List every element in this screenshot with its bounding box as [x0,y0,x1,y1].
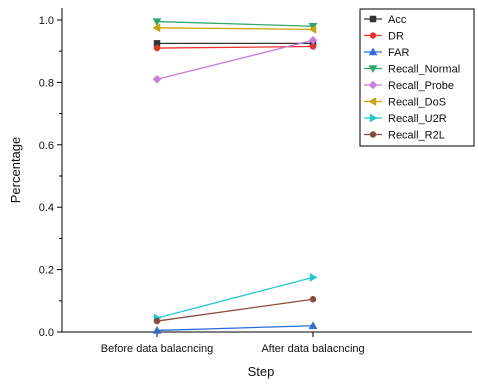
legend-item: FAR [364,47,409,59]
series-dr [153,43,317,52]
series-layer [152,18,318,334]
data-point [308,321,318,330]
series-recall-r2l [153,295,317,325]
y-tick-label: 1.0 [39,15,54,27]
series-recall-probe [152,35,318,84]
data-point [152,18,162,27]
legend: Acc DR FAR Recall_Normal Recall_Probe Recall_… [359,8,475,147]
legend-label: Recall_Probe [388,80,454,92]
series-line [156,276,314,319]
legend-item: Recall_Probe [364,80,454,92]
series-line [156,20,314,27]
legend-item: Recall_R2L [364,130,445,142]
data-point [309,295,317,303]
legend-item: Recall_DoS [364,97,446,109]
y-tick-label: 0.0 [39,327,54,339]
y-tick-label: 0.8 [39,77,54,89]
y-tick-label: 0.4 [39,202,54,214]
data-point [309,272,318,282]
legend-marker [368,80,378,90]
legend-marker [369,32,377,39]
axes [61,8,472,333]
x-tick-label: After data balacncing [261,343,364,355]
series-line [156,27,314,31]
legend-item: Recall_Normal [364,64,460,76]
y-ticks: 0.0 0.2 0.4 0.6 0.8 1.0 [39,15,62,339]
legend-label: Recall_U2R [388,113,447,125]
data-point [153,44,161,52]
legend-label: Recall_DoS [388,97,446,109]
legend-marker [368,47,378,56]
data-point [308,24,317,34]
data-point [152,325,162,334]
series-far [152,321,318,334]
series-recall-dos [152,23,317,34]
series-line [156,325,314,332]
legend-marker [369,131,377,138]
legend-label: Acc [388,14,407,26]
x-ticks: Before data balacncing After data balacnc… [101,332,365,355]
legend-label: Recall_Normal [388,64,460,76]
legend-item: Recall_U2R [364,113,447,125]
data-point [153,317,161,325]
series-line [156,39,314,80]
legend-marker [369,113,378,123]
data-point [308,35,318,45]
series-recall-u2r [153,272,318,323]
legend-item: DR [364,31,404,43]
legend-frame [359,8,475,147]
x-tick-label: Before data balacncing [101,343,214,355]
y-tick-label: 0.2 [39,265,54,277]
x-axis-title: Step [248,364,275,379]
legend-label: FAR [388,47,409,59]
legend-label: DR [388,31,404,43]
legend-marker [368,97,377,106]
legend-label: Recall_R2L [388,130,445,142]
legend-item: Acc [364,14,407,26]
legend-marker [369,15,377,23]
data-point [152,74,162,84]
data-point [152,23,161,33]
y-axis-title: Percentage [8,137,23,204]
y-tick-label: 0.6 [39,140,54,152]
legend-marker [368,65,378,74]
series-line [156,298,314,322]
